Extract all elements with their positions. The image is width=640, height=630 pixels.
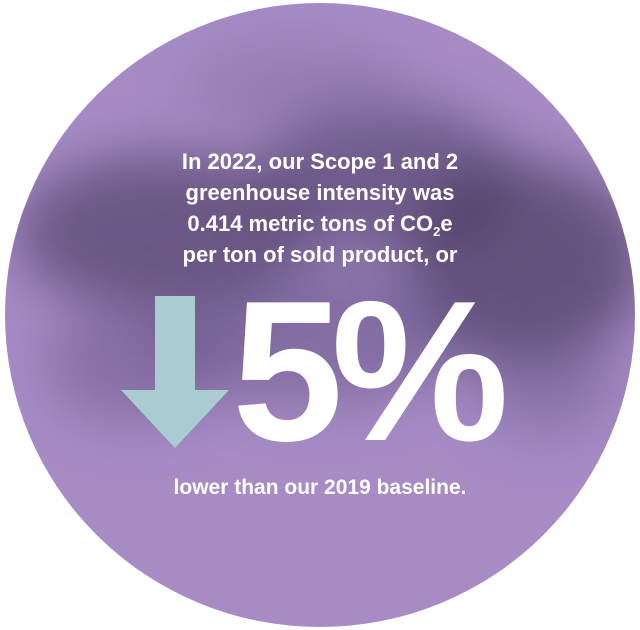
arrow-down-icon xyxy=(121,296,229,448)
smoke-cloud xyxy=(185,43,405,133)
statement-line-3-suffix: e xyxy=(440,211,453,236)
smoke-cloud xyxy=(405,163,635,363)
reduction-percentage: 5% xyxy=(232,260,509,483)
smoke-cloud xyxy=(475,333,615,433)
statement-line-4: per ton of sold product, or xyxy=(182,242,458,267)
statement-line-3-text: 0.414 metric tons of CO xyxy=(187,211,434,236)
statement-line-1: In 2022, our Scope 1 and 2 xyxy=(181,149,459,174)
background-circle xyxy=(5,3,635,627)
co2-subscript: 2 xyxy=(433,224,441,239)
smoke-cloud xyxy=(155,263,475,403)
statement-line-2: greenhouse intensity was xyxy=(185,180,455,205)
statement-line-3: 0.414 metric tons of CO2e xyxy=(120,208,520,239)
intensity-statement: In 2022, our Scope 1 and 2 greenhouse in… xyxy=(120,146,520,270)
baseline-comparison: lower than our 2019 baseline. xyxy=(173,476,467,499)
